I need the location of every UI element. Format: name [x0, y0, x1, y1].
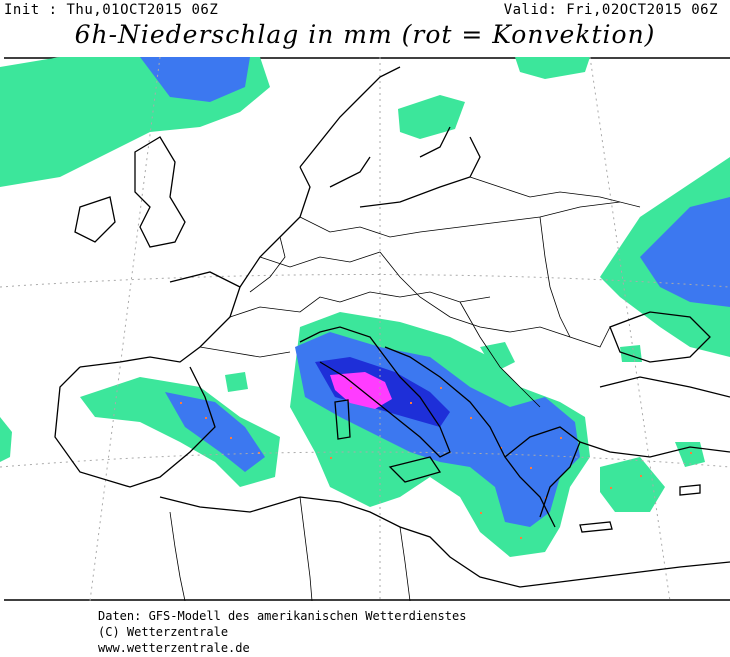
- precip-area-east-core: [640, 197, 730, 307]
- data-source-label: Daten: GFS-Modell des amerikanischen Wet…: [98, 609, 467, 623]
- precip-area-atlantic-core: [140, 57, 250, 102]
- graticule: [0, 57, 730, 601]
- website-label: www.wetterzentrale.de: [98, 641, 250, 655]
- precipitation-map: [0, 57, 730, 601]
- coastlines: [54, 66, 730, 588]
- valid-time-label: Valid: Fri,02OCT2015 06Z: [503, 2, 718, 18]
- country-borders: [169, 176, 641, 601]
- data-credits: Daten: GFS-Modell des amerikanischen Wet…: [98, 608, 466, 656]
- copyright-label: (C) Wetterzentrale: [98, 625, 229, 639]
- precipitation-layer: [0, 57, 730, 557]
- precip-area-crete: [675, 442, 705, 467]
- precip-area-northsea: [398, 95, 465, 139]
- precip-area-iberia: [80, 377, 280, 487]
- precip-area-atlas: [225, 372, 248, 392]
- precip-area-biscay: [0, 417, 12, 462]
- precip-area-iberia-core: [165, 392, 265, 472]
- init-time-label: Init : Thu,01OCT2015 06Z: [4, 2, 219, 18]
- map-title: 6h-Niederschlag in mm (rot = Konvektion): [74, 20, 656, 49]
- precip-area-eastern-med: [600, 457, 665, 512]
- precip-area-northeast-top: [515, 57, 590, 79]
